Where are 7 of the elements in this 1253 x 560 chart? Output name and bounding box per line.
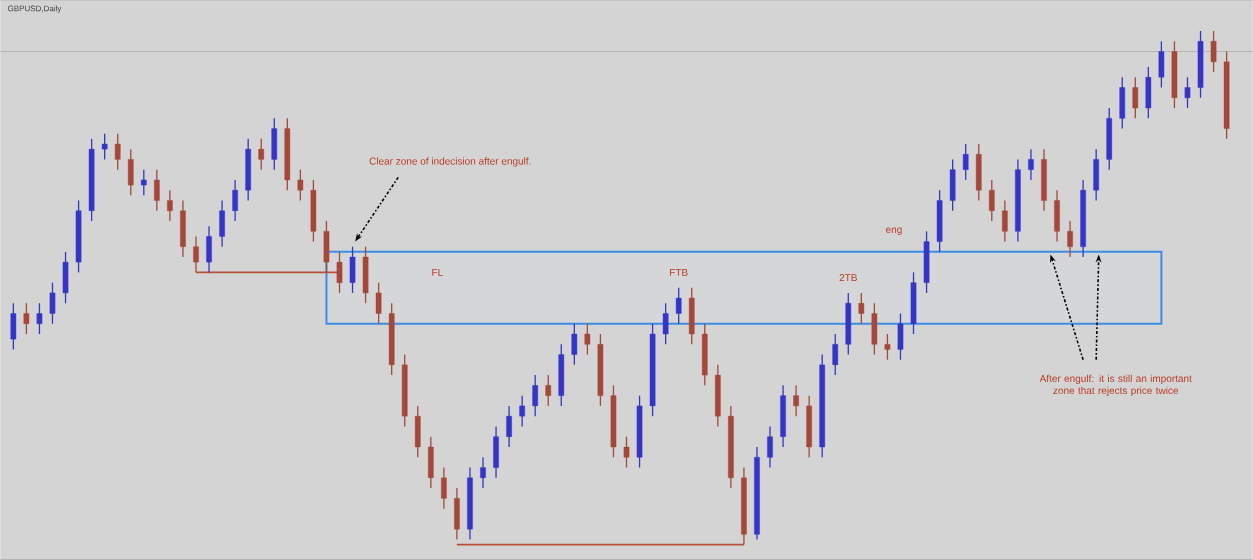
annotation: Clear zone of indecision after engulf. [369,157,531,167]
chart-title: GBPUSD,Daily [8,5,62,13]
annotation: 2TB [839,273,857,281]
annotation: eng [886,227,902,235]
annotation: After engulf: it is still an important zone that rejects price twice [1039,374,1192,396]
annotation: FTB [670,268,688,276]
annotation: FL [432,268,443,276]
